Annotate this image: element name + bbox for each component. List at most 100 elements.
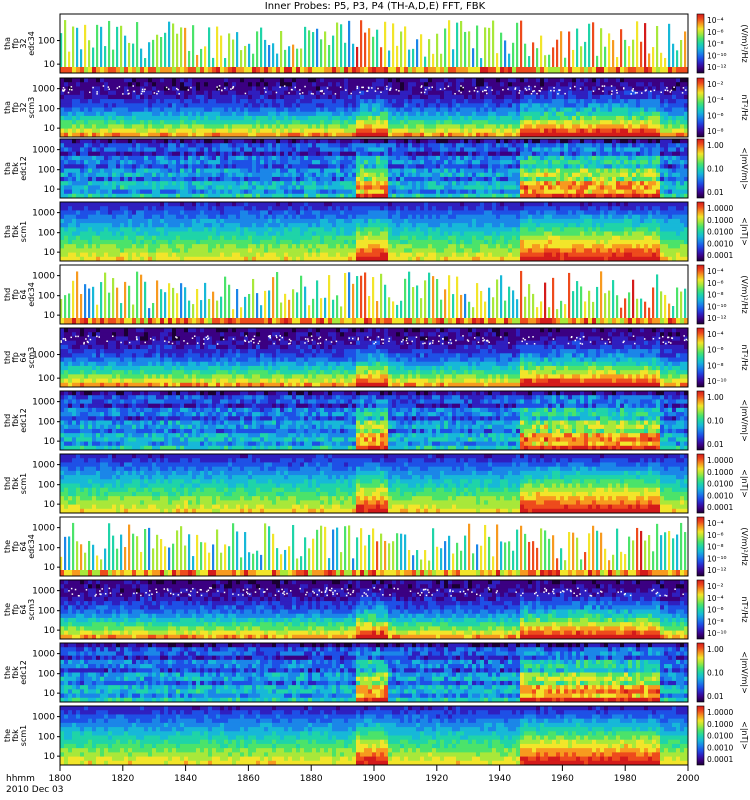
y-tick-label: 10 (44, 563, 56, 573)
colorbar-unit-label: <|mV/m|> (740, 651, 749, 694)
colorbar (696, 201, 705, 262)
x-tick-label: 1880 (300, 774, 323, 784)
spectrogram-image (60, 706, 688, 765)
x-tick-label: 1960 (551, 774, 574, 784)
x-tick-label: 1940 (488, 774, 511, 784)
colorbar-tick-label: 10⁻⁸ (707, 40, 724, 49)
panel-frame (59, 327, 689, 388)
x-tick-label: 1980 (614, 774, 637, 784)
colorbar-tick-label: 0.10 (707, 165, 724, 174)
spectrogram-image (60, 328, 688, 387)
colorbar-tick-label: 10⁻¹⁰ (707, 629, 727, 638)
colorbar-unit-label: (V/m)²/Hz (740, 24, 749, 62)
panel-label: tha (3, 162, 12, 175)
y-tick-label: 10 (44, 248, 56, 258)
panel-tha-fbk-edc12: 1.00 0.10 0.01 <|mV/m|> 1000 100 10 tha fbk edc12 (3, 138, 749, 199)
colorbar-tick-label: 10⁻¹⁰ (707, 554, 727, 563)
panel-thd-ffp-64-scm3: 10⁻⁴ 10⁻⁶ 10⁻⁸ 10⁻¹⁰ nT²/Hz 1000 100 thd ffp 64 sc… (3, 327, 749, 388)
y-tick-label: 10 (44, 124, 56, 134)
spectrogram-image (60, 643, 688, 702)
colorbar-tick-label: 10⁻⁸ (707, 361, 724, 370)
colorbar-tick-label: 1.00 (707, 141, 724, 150)
x-tick-label: 1860 (237, 774, 260, 784)
x-tick-label: 1820 (111, 774, 134, 784)
colorbar-tick-label: 0.01 (707, 188, 724, 197)
spectrogram-image (60, 391, 688, 450)
colorbar-tick-label: 0.01 (707, 440, 724, 449)
panel-thd-fbk-scm1: 1.0000 0.1000 0.0100 0.0010 0.0001 <|nT|> 1000… (3, 453, 749, 514)
panel-label: thd (3, 414, 12, 427)
colorbar-tick-label: 1.00 (707, 645, 724, 654)
panel-label: the (3, 540, 12, 553)
panel-label: tha (3, 225, 12, 238)
colorbar-unit-label: <|mV/m|> (740, 399, 749, 442)
colorbar-tick-label: 0.1000 (707, 216, 733, 225)
y-tick-label: 1000 (32, 209, 55, 219)
colorbar (696, 327, 705, 388)
colorbar-tick-label: 10⁻⁸ (707, 543, 724, 552)
panel-label: scm3 (27, 97, 36, 118)
x-tick-label: 2000 (677, 774, 700, 784)
panel-the-ffp-64-edc34: 10⁻⁴ 10⁻⁶ 10⁻⁸ 10⁻¹⁰ 10⁻¹² (V/m)²/Hz 1000 100 10… (3, 516, 749, 577)
colorbar-tick-label: 10⁻¹² (707, 314, 727, 323)
y-tick-label: 100 (38, 229, 55, 239)
panel-label: edc12 (19, 408, 28, 433)
panel-label: 64 (19, 604, 28, 614)
panel-label: ffp (11, 541, 20, 552)
colorbar-tick-label: 10⁻⁶ (707, 279, 724, 288)
spectrogram-image (60, 139, 688, 198)
colorbar-tick-label: 10⁻² (707, 80, 724, 89)
panel-label: scm3 (27, 599, 36, 620)
panel-label: 32 (19, 102, 28, 112)
panel-tha-fbk-scm1: 1.0000 0.1000 0.0100 0.0010 0.0001 <|nT|> 1000… (3, 201, 749, 262)
panel-label: the (3, 603, 12, 616)
y-tick-label: 1000 (32, 85, 55, 95)
colorbar-tick-label: 10⁻² (707, 582, 724, 591)
colorbar-tick-label: 10⁻⁶ (707, 28, 724, 37)
y-tick-label: 1000 (32, 398, 55, 408)
panel-label: ffp (11, 289, 20, 300)
spectrogram-image (60, 265, 688, 324)
x-tick-label: 1900 (363, 774, 386, 784)
colorbar-unit-label: nT²/Hz (740, 344, 749, 370)
colorbar (696, 579, 705, 640)
colorbar-tick-label: 10⁻⁸ (707, 127, 724, 136)
colorbar-tick-label: 10⁻⁴ (707, 594, 724, 603)
colorbar-tick-label: 0.0010 (707, 491, 733, 500)
y-tick-label: 100 (38, 166, 55, 176)
colorbar (696, 453, 705, 514)
panel-tha-ffp-32-scm3: 10⁻² 10⁻⁴ 10⁻⁶ 10⁻⁸ nT²/Hz 1000 100 10 tha ffp 32 s… (3, 77, 749, 138)
panel-frame (59, 264, 689, 325)
colorbar (696, 264, 705, 325)
y-tick-label: 10 (44, 437, 56, 447)
panel-label: ffp (11, 102, 20, 113)
panel-label: fbk (11, 414, 20, 427)
colorbar-tick-label: 0.0010 (707, 743, 733, 752)
x-tick-label: 1920 (425, 774, 448, 784)
colorbar-unit-label: <|nT|> (740, 217, 749, 246)
panel-thd-ffp-64-edc34: 10⁻⁴ 10⁻⁶ 10⁻⁸ 10⁻¹⁰ 10⁻¹² (V/m)²/Hz 1000 100 10… (3, 264, 749, 325)
y-tick-label: 1000 (32, 461, 55, 471)
panel-label: tha (3, 37, 12, 50)
y-tick-label: 10 (44, 500, 56, 510)
panel-label: edc34 (27, 534, 36, 559)
colorbar-tick-label: 0.0100 (707, 228, 733, 237)
colorbar-tick-label: 10⁻⁶ (707, 531, 724, 540)
panel-label: scm3 (27, 347, 36, 368)
panel-label: fbk (11, 477, 20, 490)
panel-label: the (3, 666, 12, 679)
colorbar-tick-label: 10⁻¹⁰ (707, 51, 727, 60)
figure-title: Inner Probes: P5, P3, P4 (TH-A,D,E) FFT,… (265, 1, 486, 12)
panel-frame (59, 138, 689, 199)
panel-label: edc34 (27, 282, 36, 307)
colorbar-tick-label: 10⁻⁴ (707, 267, 724, 276)
colorbar-tick-label: 10⁻⁴ (707, 96, 724, 105)
panel-label: fbk (11, 225, 20, 238)
y-tick-label: 100 (38, 670, 55, 680)
panel-the-fbk-scm1: 1.0000 0.1000 0.0100 0.0010 0.0001 <|nT|> 1000… (3, 705, 749, 766)
colorbar (696, 13, 705, 74)
panel-thd-fbk-edc12: 1.00 0.10 0.01 <|mV/m|> 1000 100 10 thd fbk edc12 (3, 390, 749, 451)
x-tick-label: 1840 (174, 774, 197, 784)
panel-label: 32 (19, 38, 28, 48)
